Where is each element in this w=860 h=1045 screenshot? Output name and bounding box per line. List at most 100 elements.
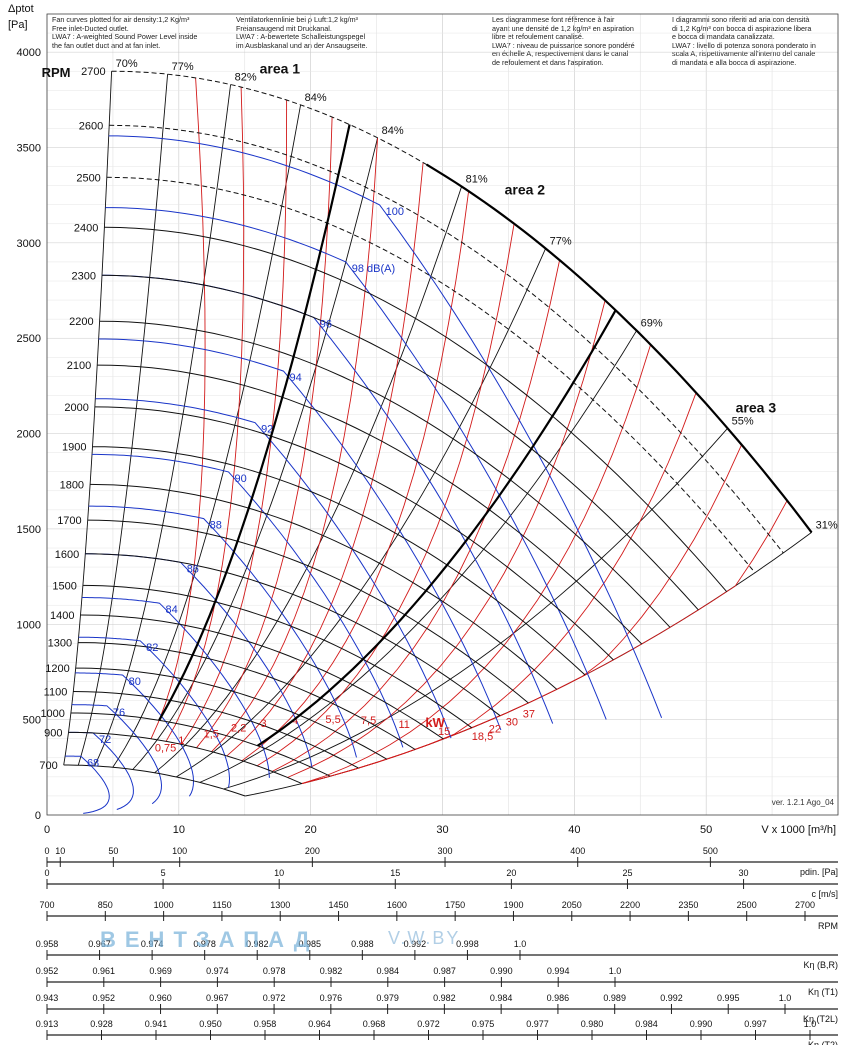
sound-level-label: 88 xyxy=(210,520,222,532)
k-br-scale-tick-label: 0.998 xyxy=(456,939,479,949)
k-t1-scale-tick-label: 0.984 xyxy=(377,966,400,976)
note-it-3: e bocca di mandata canalizzata. xyxy=(672,32,775,42)
note-de-2: Freiansaugend mit Druckanal. xyxy=(236,23,332,33)
power-level-label: 15 xyxy=(438,726,450,738)
rpm-label: 2200 xyxy=(69,316,93,328)
rpm-scale-label: RPM xyxy=(818,921,838,931)
k-t2-scale-tick-label: 0.964 xyxy=(308,1019,331,1029)
note-it-5: scala A, rispettivamente all'interno del… xyxy=(672,49,816,59)
rpm-scale-tick-label: 2350 xyxy=(678,900,698,910)
note-italian: I diagrammi sono riferiti ad aria con de… xyxy=(672,15,816,68)
note-en-4: the fan outlet duct and at fan inlet. xyxy=(52,40,161,50)
sound-level-label: 94 xyxy=(289,372,301,384)
k-t2-scale-tick-label: 0.990 xyxy=(690,1019,713,1029)
rpm-label: 2600 xyxy=(79,120,103,132)
sound-line xyxy=(71,704,163,805)
sound-line xyxy=(92,453,404,748)
sound-line xyxy=(65,755,110,814)
rpm-scale-tick-label: 1300 xyxy=(270,900,290,910)
y-tick-label: 0 xyxy=(35,810,41,822)
rpm-curve xyxy=(111,70,812,533)
x-axis-label: V x 1000 [m³/h] xyxy=(761,824,836,836)
power-level-label: 30 xyxy=(506,716,518,728)
k-t1-scale-tick-label: 0.969 xyxy=(149,966,172,976)
sound-level-label: 68 xyxy=(87,757,99,769)
y-tick-label: 4000 xyxy=(17,47,41,59)
x-tick-label: 30 xyxy=(436,824,448,836)
rpm-curve xyxy=(104,226,728,593)
y-tick-label: 2000 xyxy=(17,429,41,441)
note-fr-5: en échelle A, respectivement dans le can… xyxy=(492,49,629,59)
sound-line xyxy=(81,597,270,778)
rpm-curve xyxy=(90,483,558,690)
watermark-brand: ВЕНТЗАПАД xyxy=(100,927,319,952)
sound-level-label: 98 dB(A) xyxy=(352,263,395,275)
rpm-label: 900 xyxy=(44,727,62,739)
note-german: Ventilatorkennlinie bei ρ Luft:1,2 kg/m³… xyxy=(236,15,367,50)
power-level-label: 1 xyxy=(178,735,184,747)
note-en-2: Free inlet-Ducted outlet. xyxy=(52,23,129,33)
k-t1-scale-tick-label: 0.994 xyxy=(547,966,570,976)
sound-level-label: 82 xyxy=(146,642,158,654)
k-t1-scale-label: Kη (T1) xyxy=(808,987,838,997)
velocity-scale-tick-label: 5 xyxy=(161,868,166,878)
rpm-scale-tick-label: 2050 xyxy=(562,900,582,910)
rpm-scale-tick-label: 2200 xyxy=(620,900,640,910)
k-t2-scale-tick-label: 0.975 xyxy=(472,1019,495,1029)
rpm-label: 1200 xyxy=(45,663,69,675)
sound-level-label: 84 xyxy=(166,604,178,616)
efficiency-label: 31% xyxy=(816,519,838,531)
y-tick-label: 1000 xyxy=(17,619,41,631)
version-label: ver. 1.2.1 Ago_04 xyxy=(772,798,835,807)
k-t1-scale-tick-label: 0.978 xyxy=(263,966,286,976)
k-br-scale-tick-label: 1.0 xyxy=(514,939,527,949)
pdin-scale-tick-label: 100 xyxy=(172,846,187,856)
rpm-label: 1300 xyxy=(48,638,72,650)
power-line xyxy=(301,500,788,785)
note-fr-3: libre et refoulement canalisé. xyxy=(492,32,584,42)
rpm-label: 2300 xyxy=(72,270,96,282)
k-t1-scale-tick-label: 0.952 xyxy=(36,966,59,976)
velocity-scale-tick-label: 0 xyxy=(44,868,49,878)
rpm-curve xyxy=(73,691,359,769)
rpm-label: 2500 xyxy=(76,172,100,184)
rpm-curve xyxy=(99,320,671,628)
rpm-curve xyxy=(97,364,643,645)
k-t2l-scale-tick-label: 0.976 xyxy=(320,993,343,1003)
power-level-label: 22 xyxy=(489,724,501,736)
rpm-curve xyxy=(68,731,303,785)
note-de-1: Ventilatorkennlinie bei ρ Luft:1,2 kg/m³ xyxy=(236,15,358,24)
k-t2l-scale-tick-label: 0.982 xyxy=(433,993,456,1003)
k-t2-scale-tick-label: 1.0 xyxy=(804,1019,817,1029)
watermark-domain: V.W.BY xyxy=(388,928,461,948)
note-fr-2: ayant une densité de 1,2 kg/m³ en aspira… xyxy=(492,23,634,33)
rpm-curve xyxy=(101,274,699,611)
note-english: Fan curves plotted for air density:1,2 K… xyxy=(52,15,197,50)
pdin-scale-tick-label: 50 xyxy=(108,846,118,856)
rpm-curve xyxy=(85,553,501,717)
k-br-scale-tick-label: 0.978 xyxy=(193,939,216,949)
efficiency-label: 69% xyxy=(641,318,663,330)
area-label: area 1 xyxy=(260,61,301,77)
efficiency-label: 55% xyxy=(732,415,754,427)
area-outer-boundary xyxy=(426,163,813,534)
k-br-scale-tick-label: 0.992 xyxy=(404,939,427,949)
rpm-label: 2400 xyxy=(74,222,98,234)
note-de-3: LWA7 : A-bewertete Schalleistungspegel xyxy=(236,32,366,42)
rpm-curve xyxy=(80,614,444,740)
velocity-scale-tick-label: 15 xyxy=(390,868,400,878)
k-t1-scale-tick-label: 0.974 xyxy=(206,966,229,976)
k-t1-scale-tick-label: 0.982 xyxy=(320,966,343,976)
efficiency-label: 77% xyxy=(172,61,194,73)
sound-line xyxy=(105,207,607,720)
power-line xyxy=(301,344,652,785)
k-br-scale-label: Kη (B,R) xyxy=(803,960,838,970)
sound-level-label: 86 xyxy=(187,563,199,575)
rpm-scale-tick-label: 1150 xyxy=(212,900,231,910)
rpm-label: 1500 xyxy=(52,580,76,592)
k-t2-scale-tick-label: 0.950 xyxy=(199,1019,222,1029)
rpm-label: 1800 xyxy=(60,479,84,491)
rpm-label: 1700 xyxy=(57,515,81,527)
